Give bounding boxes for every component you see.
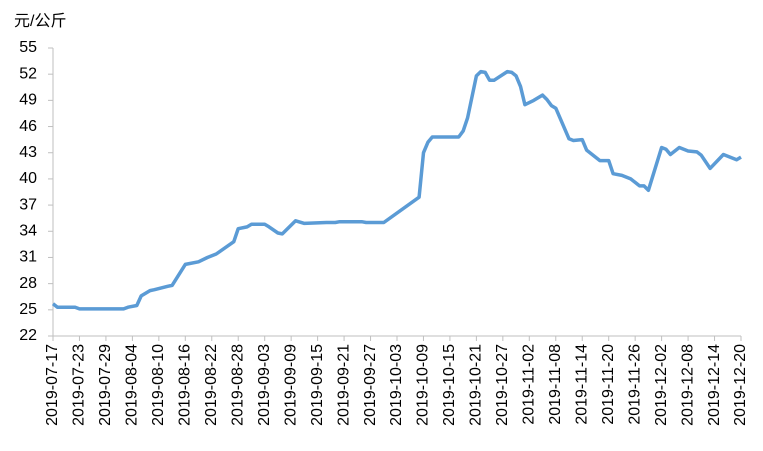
x-tick-label: 2019-09-09 bbox=[282, 344, 299, 426]
x-tick-label: 2019-09-21 bbox=[335, 344, 352, 426]
y-tick-label: 40 bbox=[19, 170, 37, 187]
x-tick-label: 2019-08-22 bbox=[203, 344, 220, 426]
x-tick-label: 2019-11-08 bbox=[547, 344, 564, 425]
y-axis-title: 元/公斤 bbox=[14, 12, 66, 30]
y-tick-label: 25 bbox=[19, 301, 37, 318]
x-tick-label: 2019-11-02 bbox=[521, 344, 538, 425]
x-tick-label: 2019-10-09 bbox=[415, 344, 432, 426]
x-tick-label: 2019-12-20 bbox=[732, 344, 749, 426]
x-tick-label: 2019-08-10 bbox=[150, 344, 167, 426]
x-tick-label: 2019-10-03 bbox=[388, 344, 405, 426]
line-series bbox=[51, 69, 742, 311]
x-tick-label: 2019-11-26 bbox=[626, 344, 643, 425]
x-tick-label: 2019-12-08 bbox=[679, 344, 696, 426]
x-tick-label: 2019-12-02 bbox=[653, 344, 670, 426]
y-tick-label: 31 bbox=[19, 249, 37, 266]
x-tick-label: 2019-09-27 bbox=[362, 344, 379, 426]
y-tick-label: 37 bbox=[19, 196, 37, 213]
x-tick-label: 2019-07-17 bbox=[44, 344, 61, 426]
x-tick-label: 2019-08-16 bbox=[177, 344, 194, 426]
y-tick-label: 46 bbox=[19, 118, 37, 135]
y-tick-label: 52 bbox=[19, 65, 37, 82]
x-tick-label: 2019-08-28 bbox=[229, 344, 246, 426]
y-tick-label: 28 bbox=[19, 275, 37, 292]
y-tick-label: 34 bbox=[19, 222, 37, 239]
y-tick-label: 43 bbox=[19, 144, 37, 161]
x-tick-label: 2019-12-14 bbox=[706, 344, 723, 426]
y-tick-label: 22 bbox=[19, 327, 37, 344]
x-tick-label: 2019-07-23 bbox=[71, 344, 88, 426]
x-tick-label: 2019-11-20 bbox=[600, 344, 617, 425]
y-tick-label: 49 bbox=[19, 92, 37, 109]
x-tick-label: 2019-09-15 bbox=[309, 344, 326, 426]
x-tick-label: 2019-09-03 bbox=[256, 344, 273, 426]
x-tick-label: 2019-07-29 bbox=[97, 344, 114, 426]
x-tick-label: 2019-10-27 bbox=[494, 344, 511, 426]
x-tick-label: 2019-08-04 bbox=[124, 344, 141, 426]
x-tick-label: 2019-10-21 bbox=[468, 344, 485, 426]
x-tick-label: 2019-11-14 bbox=[573, 344, 590, 425]
x-tick-label: 2019-10-15 bbox=[441, 344, 458, 426]
y-tick-label: 55 bbox=[19, 39, 37, 56]
